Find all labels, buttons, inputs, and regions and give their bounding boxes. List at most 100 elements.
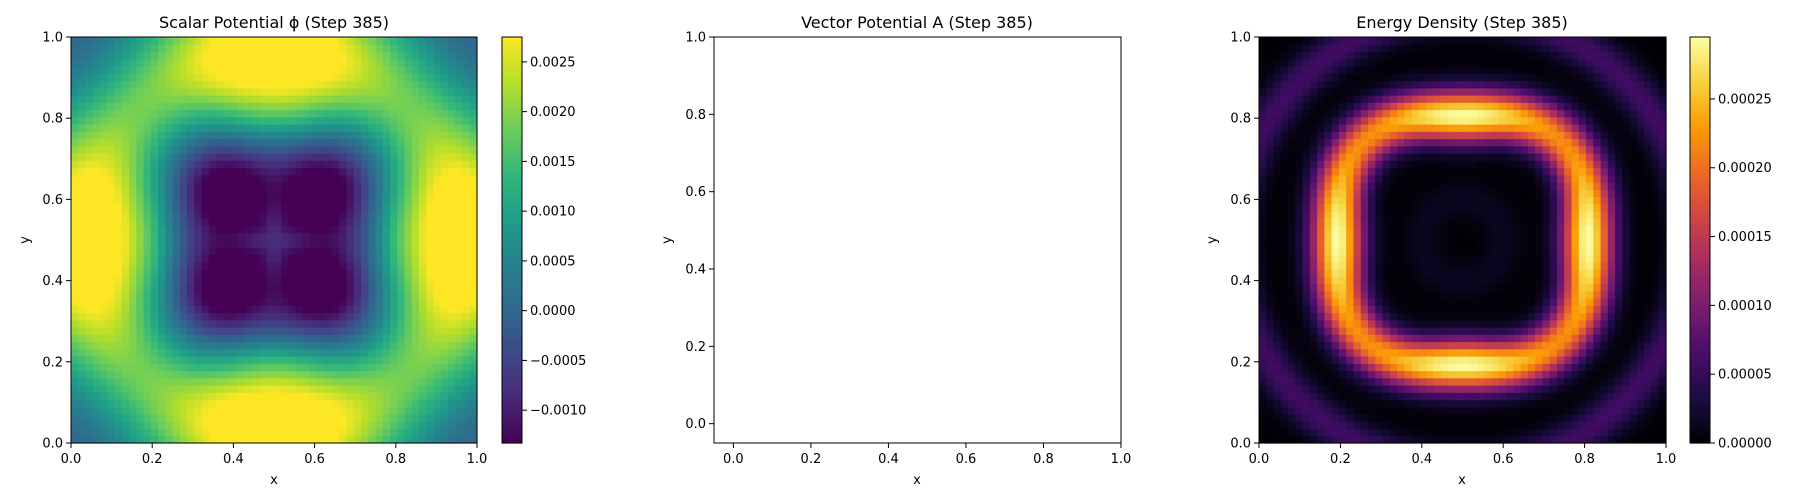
heatmap-cell <box>179 44 188 53</box>
heatmap-cell <box>1288 240 1296 248</box>
heatmap-cell <box>1338 160 1347 169</box>
heatmap-cell <box>426 240 435 248</box>
heatmap-cell <box>129 167 137 176</box>
heatmap-cell <box>136 37 145 45</box>
heatmap-cell <box>448 435 456 444</box>
heatmap-cell <box>1418 334 1427 343</box>
heatmap-cell <box>397 370 406 379</box>
heatmap-cell <box>121 160 130 169</box>
heatmap-cell <box>1389 356 1398 364</box>
heatmap-cell <box>85 225 94 234</box>
heatmap-cell <box>368 124 377 132</box>
heatmap-cell <box>1368 44 1376 53</box>
heatmap-cell <box>1324 73 1333 82</box>
heatmap-cell <box>1389 145 1398 154</box>
heatmap-cell <box>1389 290 1398 299</box>
heatmap-cell <box>1418 211 1427 219</box>
heatmap-cell <box>462 145 471 154</box>
heatmap-cell <box>1338 377 1347 386</box>
heatmap-cell <box>1389 51 1398 60</box>
heatmap-cell <box>440 290 449 299</box>
heatmap-cell <box>404 189 413 198</box>
heatmap-cell <box>1455 334 1464 343</box>
heatmap-cell <box>288 283 297 292</box>
heatmap-cell <box>1273 153 1282 161</box>
heatmap-cell <box>150 124 159 132</box>
heatmap-cell <box>230 44 239 53</box>
heatmap-cell <box>1447 145 1456 154</box>
heatmap-cell <box>295 138 304 147</box>
heatmap-cell <box>143 298 152 306</box>
heatmap-cell <box>1404 174 1413 183</box>
heatmap-cell <box>353 283 362 292</box>
heatmap-cell <box>295 116 304 125</box>
heatmap-cell <box>324 240 333 248</box>
heatmap-cell <box>332 406 340 415</box>
heatmap-cell <box>375 102 384 111</box>
heatmap-cell <box>448 399 456 408</box>
heatmap-cell <box>382 276 391 285</box>
heatmap-cell <box>375 319 384 328</box>
heatmap-cell <box>1309 211 1318 219</box>
heatmap-cell <box>332 392 340 401</box>
heatmap-cell <box>216 341 224 350</box>
heatmap-cell <box>361 51 369 60</box>
heatmap-cell <box>107 225 116 234</box>
heatmap-cell <box>201 196 210 205</box>
heatmap-cell <box>1433 73 1442 82</box>
heatmap-cell <box>1302 225 1311 234</box>
heatmap-cell <box>317 290 326 299</box>
heatmap-cell <box>469 428 478 437</box>
heatmap-cell <box>237 225 246 234</box>
heatmap-cell <box>281 160 290 169</box>
heatmap-cell <box>1375 73 1384 82</box>
heatmap-cell <box>114 174 123 183</box>
heatmap-cell <box>1295 58 1304 67</box>
heatmap-cell <box>1317 356 1326 364</box>
heatmap-cell <box>114 95 123 103</box>
heatmap-cell <box>404 160 413 169</box>
heatmap-cell <box>1382 385 1391 393</box>
heatmap-cell <box>346 153 355 161</box>
heatmap-cell <box>237 428 246 437</box>
heatmap-cell <box>158 370 166 379</box>
heatmap-cell <box>295 145 304 154</box>
heatmap-cell <box>1375 66 1384 74</box>
heatmap-cell <box>266 356 275 364</box>
heatmap-cell <box>339 334 348 343</box>
heatmap-cell <box>1346 385 1355 393</box>
heatmap-cell <box>448 261 456 270</box>
heatmap-cell <box>85 80 94 89</box>
heatmap-cell <box>92 348 101 357</box>
heatmap-cell <box>165 174 174 183</box>
heatmap-cell <box>324 203 333 212</box>
heatmap-cell <box>107 269 116 277</box>
heatmap-cell <box>71 319 79 328</box>
heatmap-cell <box>158 276 166 285</box>
heatmap-cell <box>1411 414 1420 422</box>
heatmap-cell <box>1295 305 1304 314</box>
heatmap-cell <box>469 66 478 74</box>
heatmap-cell <box>237 73 246 82</box>
heatmap-cell <box>411 58 420 67</box>
heatmap-cell <box>281 392 290 401</box>
heatmap-cell <box>1368 341 1376 350</box>
colorbar-swatch <box>502 338 522 343</box>
heatmap-cell <box>78 211 87 219</box>
heatmap-cell <box>136 421 145 430</box>
heatmap-cell <box>1418 283 1427 292</box>
heatmap-cell <box>281 414 290 422</box>
heatmap-cell <box>324 102 333 111</box>
heatmap-cell <box>361 370 369 379</box>
heatmap-cell <box>179 341 188 350</box>
heatmap-cell <box>223 160 232 169</box>
heatmap-cell <box>143 87 152 96</box>
heatmap-cell <box>259 240 268 248</box>
heatmap-cell <box>223 406 232 415</box>
heatmap-cell <box>143 124 152 132</box>
heatmap-cell <box>71 66 79 74</box>
heatmap-cell <box>230 160 239 169</box>
heatmap-cell <box>368 232 377 241</box>
heatmap-cell <box>426 73 435 82</box>
heatmap-cell <box>1447 435 1456 444</box>
